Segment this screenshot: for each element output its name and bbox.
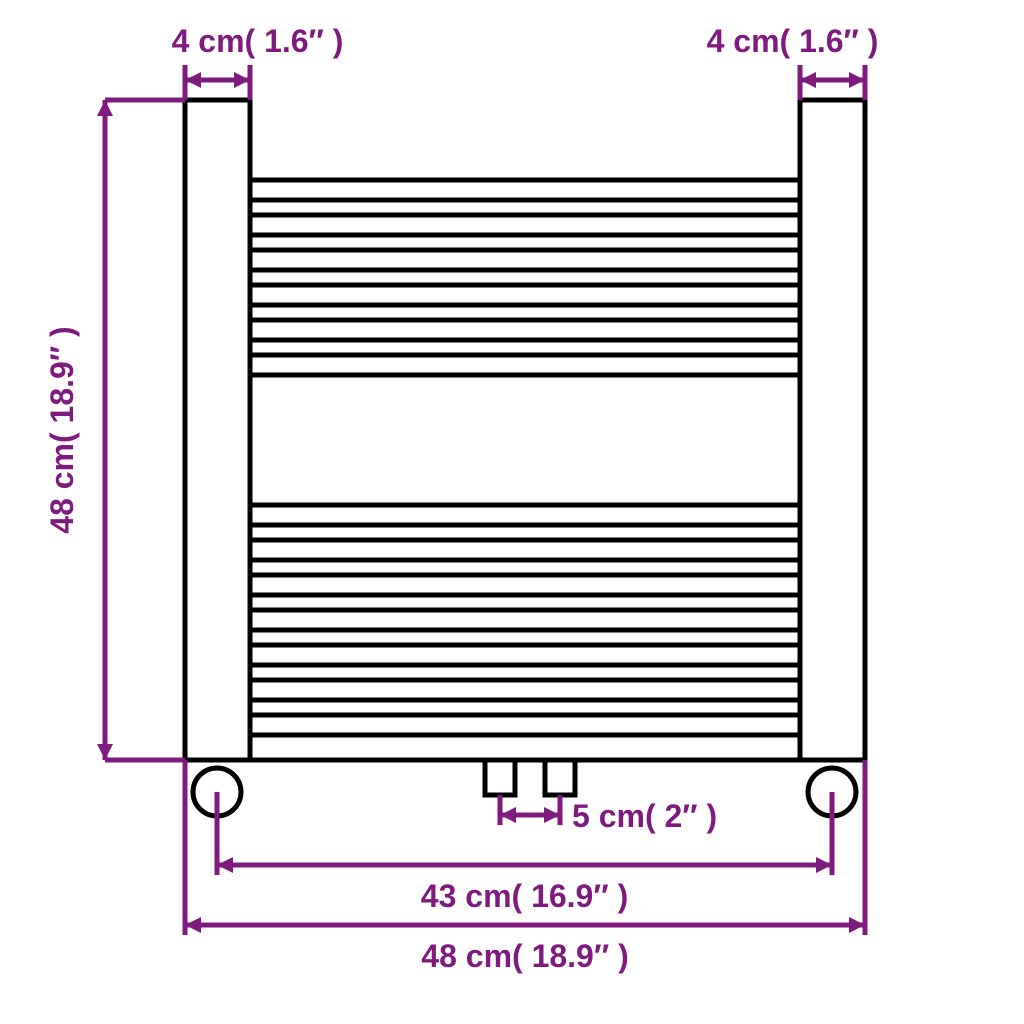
dim-top-right-label: 4 cm( 1.6″ ) xyxy=(707,23,879,59)
dim-outer-width-label: 48 cm( 18.9″ ) xyxy=(421,938,628,974)
dim-connector-label: 5 cm( 2″ ) xyxy=(572,798,717,834)
radiator-diagram xyxy=(185,100,865,816)
dim-inner-width-label: 43 cm( 16.9″ ) xyxy=(421,878,628,914)
dim-height-label: 48 cm( 18.9″ ) xyxy=(44,326,80,533)
dim-top-left-label: 4 cm( 1.6″ ) xyxy=(172,23,344,59)
dimensions: 4 cm( 1.6″ ) 4 cm( 1.6″ ) 48 cm( 18.9″ ) 5 … xyxy=(44,23,878,974)
